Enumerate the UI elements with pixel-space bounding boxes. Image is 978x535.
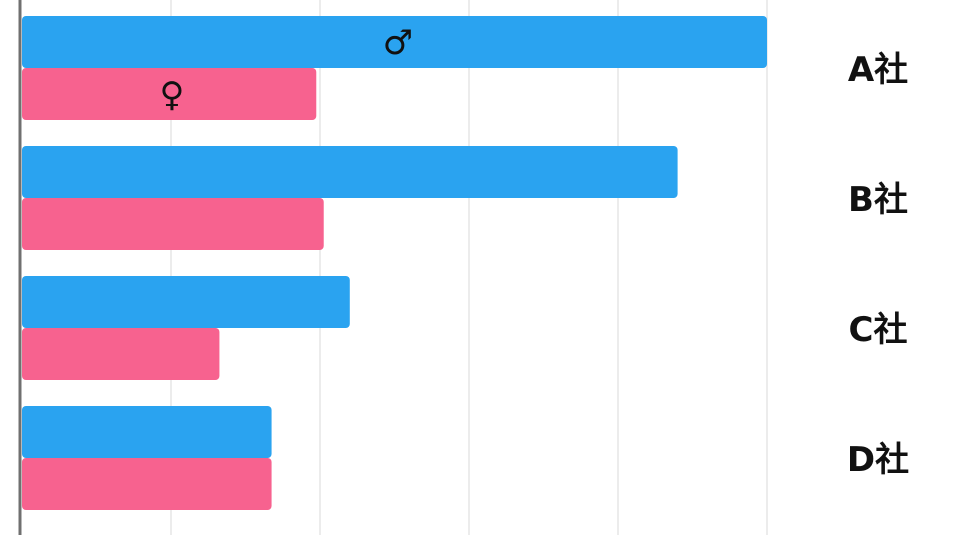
category-label: D社 [847, 440, 909, 480]
bar-male-1 [22, 146, 678, 198]
bar-male-3 [22, 406, 272, 458]
bar-female-1 [22, 198, 324, 250]
bar-male-2 [22, 276, 350, 328]
series-symbol-male: ♂ [383, 23, 413, 63]
series-symbol-female: ♀ [160, 75, 185, 115]
bar-female-0 [22, 68, 317, 120]
bar-male-0 [22, 16, 767, 68]
bar-female-2 [22, 328, 220, 380]
category-label: B社 [848, 180, 908, 220]
bars [22, 16, 767, 510]
series-symbols: ♂♀ [160, 23, 414, 115]
bar-female-3 [22, 458, 272, 510]
category-labels: A社 B社 C社 D社 [847, 50, 909, 480]
category-label: C社 [849, 310, 908, 350]
category-label: A社 [848, 50, 908, 90]
